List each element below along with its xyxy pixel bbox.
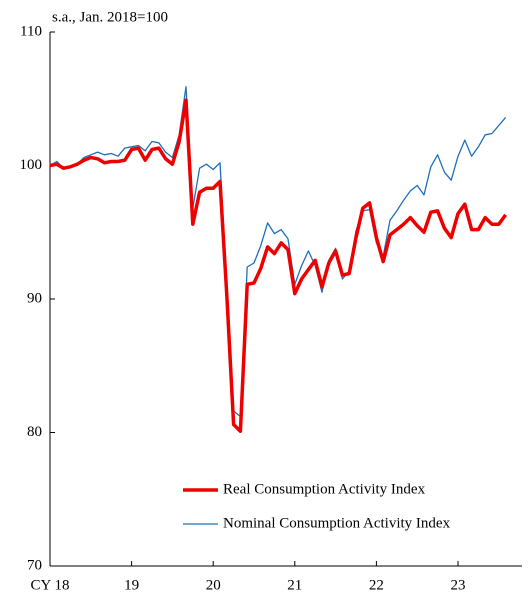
legend-label: Nominal Consumption Activity Index — [223, 515, 451, 531]
y-tick-label: 110 — [20, 23, 42, 39]
x-tick-label: 20 — [206, 577, 221, 593]
x-tick-label: 23 — [451, 577, 466, 593]
x-tick-label: 22 — [369, 577, 384, 593]
x-tick-label: 19 — [124, 577, 139, 593]
x-tick-label: 21 — [287, 577, 302, 593]
series-line — [49, 98, 508, 433]
y-tick-label: 90 — [27, 290, 42, 306]
series-line — [49, 86, 507, 418]
y-axis-label: s.a., Jan. 2018=100 — [52, 9, 168, 25]
y-tick-label: 80 — [27, 424, 42, 440]
y-tick-label: 100 — [20, 157, 43, 173]
legend-label: Real Consumption Activity Index — [223, 481, 426, 497]
x-tick-label: CY 18 — [30, 577, 69, 593]
y-tick-label: 70 — [27, 557, 42, 573]
